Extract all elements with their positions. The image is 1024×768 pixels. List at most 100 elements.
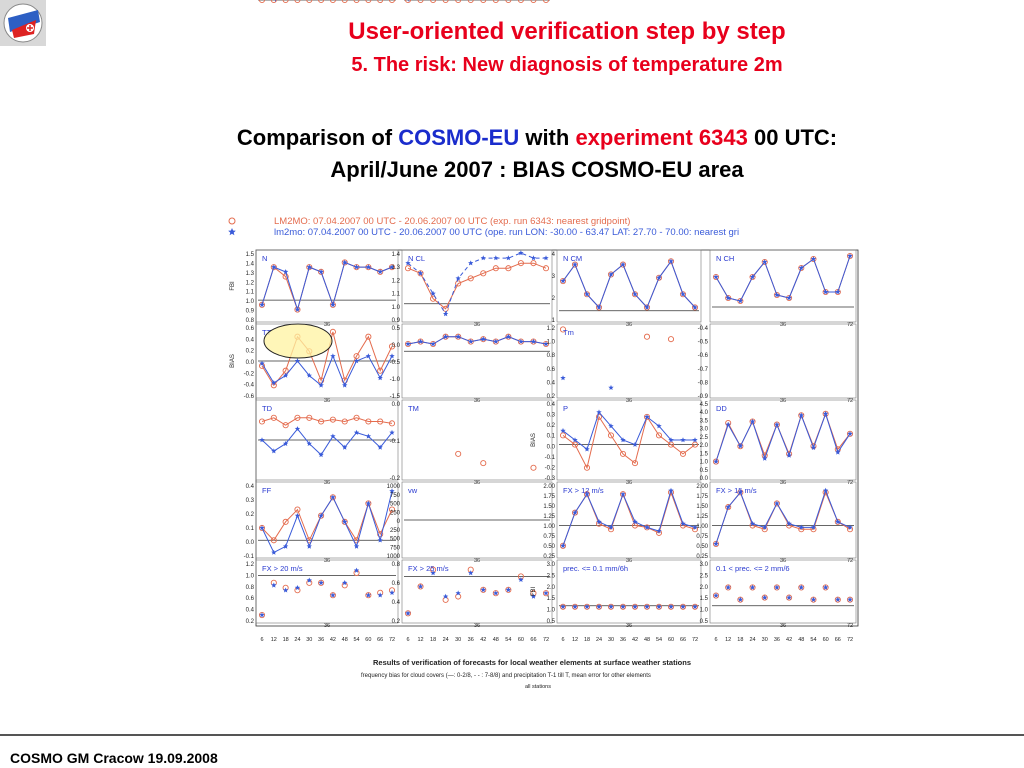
panel-label: N CH: [716, 254, 734, 263]
data-point-ope: [668, 487, 674, 493]
panel: 0.8 0.6 0.4 0.2 36 FX > 25 m/s: [392, 559, 553, 629]
x-tick-label: 6: [260, 637, 263, 643]
data-point-ope: [713, 274, 719, 280]
data-point-ope: [505, 587, 511, 593]
y-axis-label: BIAS: [230, 354, 236, 368]
data-point-ope: [259, 525, 265, 531]
data-point-ope: [443, 311, 449, 317]
y-tick-label: 2.00: [696, 484, 708, 490]
panel-frame: [401, 559, 553, 624]
data-point-ope: [342, 382, 348, 388]
data-point-exp: [377, 531, 384, 538]
x-tick-label: 18: [430, 637, 436, 643]
data-point-ope: [596, 409, 602, 415]
x-tick-label: 30: [306, 637, 312, 643]
caption-line: all stations: [525, 684, 551, 690]
data-point-exp: [318, 0, 325, 4]
data-point-ope: [810, 596, 817, 602]
y-tick-label: 1.3: [246, 271, 255, 277]
data-point-exp: [282, 0, 289, 4]
y-tick-label: 3.0: [700, 427, 709, 433]
data-point-exp: [388, 343, 396, 350]
mid-tick-label: 72: [847, 558, 853, 564]
data-point-exp: [583, 464, 591, 471]
data-point-exp: [442, 0, 449, 4]
panel-label: Tm: [563, 328, 574, 337]
data-point-ope: [365, 592, 371, 598]
data-point-ope: [417, 583, 424, 589]
data-point-ope: [774, 421, 780, 427]
y-tick-label: 2.5: [392, 0, 401, 2]
panel-label: FX > 25 m/s: [408, 564, 449, 573]
data-point-ope: [835, 519, 841, 525]
legend-marker-circle: [228, 217, 236, 225]
y-tick-label: 2.5: [246, 0, 255, 2]
mid-tick-label: 36: [324, 322, 330, 328]
data-point-ope: [644, 524, 650, 530]
x-tick-label: 12: [725, 637, 731, 643]
comparison-with: with: [519, 125, 576, 150]
y-tick-label: 0.25: [696, 554, 708, 560]
data-point-ope: [798, 584, 804, 590]
panel: 3.02.52.01.51.00.5 362 < prec. <= 10 mm/6…: [246, 0, 396, 4]
data-point-exp: [306, 414, 313, 421]
data-point-ope: [377, 375, 383, 381]
data-point-ope: [430, 290, 436, 296]
y-tick-label: -0.5: [390, 360, 401, 366]
data-point-ope: [365, 500, 371, 506]
panel-label: FX > 20 m/s: [262, 564, 303, 573]
y-tick-label: -0.6: [244, 394, 255, 400]
x-tick-label: 42: [480, 637, 486, 643]
data-point-ope: [620, 604, 626, 609]
series-line-ope: [261, 354, 393, 387]
data-point-ope: [353, 358, 360, 364]
y-tick-label: 0.5: [700, 619, 709, 625]
data-point-exp: [388, 420, 396, 427]
data-point-exp: [353, 0, 360, 4]
legend-text: lm2mo: 07.04.2007 00 UTC - 20.06.2007 00…: [274, 227, 739, 238]
y-tick-label: -0.7: [698, 367, 709, 373]
cosmo-logo-icon: [0, 0, 46, 46]
data-point-ope: [823, 487, 829, 493]
series-line-ope: [407, 252, 546, 316]
y-tick-label: 1.2: [246, 562, 255, 568]
data-point-ope: [306, 372, 312, 378]
data-point-ope: [713, 592, 719, 598]
mid-tick-label: 36: [626, 623, 632, 629]
data-point-ope: [725, 504, 731, 510]
y-tick-label: 250: [390, 510, 401, 516]
panel: 2.00 1.75 1.50 1.25 1.00 0.75 0.50 0.25 36 FX > 1…: [543, 481, 702, 564]
data-point-ope: [306, 264, 312, 270]
x-tick-label: 24: [596, 637, 602, 643]
data-point-ope: [259, 302, 265, 308]
y-tick-label: 1.2: [392, 278, 401, 284]
series-line-ope: [261, 261, 393, 312]
footer-text: COSMO GM Cracow 19.09.2008: [10, 750, 218, 766]
data-point-exp: [480, 0, 487, 4]
mid-tick-label: 36: [474, 558, 480, 564]
y-axis-label: BIAS: [531, 433, 537, 447]
data-point-exp: [530, 464, 537, 471]
x-tick-label: 18: [737, 637, 743, 643]
data-point-exp: [270, 0, 277, 4]
x-tick-label: 18: [283, 637, 289, 643]
data-point-ope: [774, 584, 780, 590]
mid-tick-label: 36: [474, 623, 480, 629]
data-point-ope: [543, 255, 549, 261]
data-point-ope: [608, 384, 614, 390]
data-point-ope: [330, 302, 336, 308]
data-point-ope: [560, 427, 566, 433]
slide-title: User-oriented verification step by step: [348, 18, 786, 45]
x-tick-label: 24: [749, 637, 755, 643]
data-point-exp: [294, 506, 301, 513]
mid-tick-label: 36: [626, 558, 632, 564]
x-tick-label: 48: [798, 637, 804, 643]
data-point-ope: [749, 418, 756, 424]
data-point-exp: [643, 333, 651, 340]
series-line-ope: [715, 255, 851, 302]
y-tick-label: 1.50: [543, 504, 555, 510]
y-tick-label: 0.2: [547, 423, 556, 429]
panel: 36 72 N CH: [709, 249, 857, 328]
data-point-exp: [559, 326, 567, 333]
